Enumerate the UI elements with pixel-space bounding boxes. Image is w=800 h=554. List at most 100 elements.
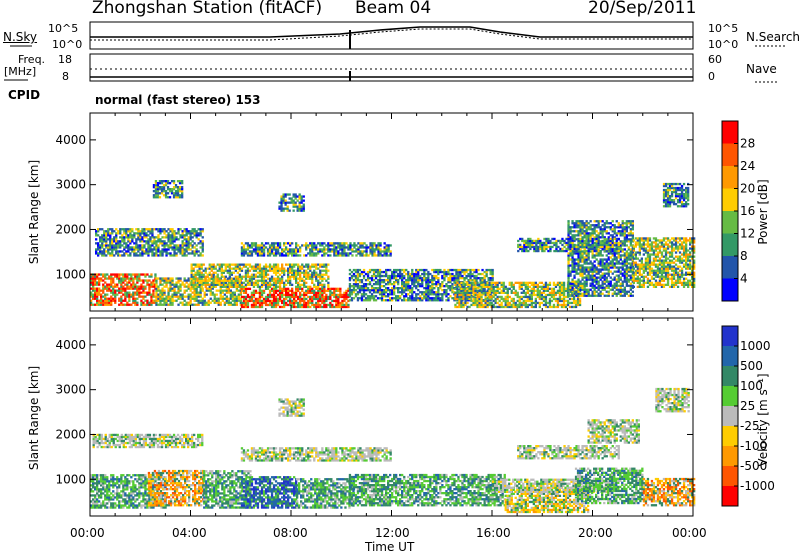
- scatter-cell: [454, 287, 457, 290]
- scatter-cell: [208, 265, 211, 268]
- scatter-cell: [143, 234, 146, 237]
- scatter-cell: [437, 297, 440, 300]
- scatter-cell: [360, 279, 364, 282]
- scatter-cell: [329, 297, 332, 301]
- scatter-cell: [327, 281, 330, 284]
- scatter-cell: [441, 285, 444, 288]
- scatter-cell: [235, 301, 238, 304]
- scatter-cell: [149, 232, 152, 235]
- scatter-cell: [621, 288, 624, 291]
- scatter-cell: [105, 232, 108, 235]
- scatter-cell: [399, 287, 402, 290]
- scatter-cell: [197, 291, 200, 294]
- scatter-cell: [492, 293, 495, 297]
- scatter-cell: [350, 297, 354, 300]
- scatter-cell: [109, 228, 112, 231]
- scatter-cell: [593, 224, 596, 227]
- scatter-cell: [173, 291, 176, 294]
- scatter-cell: [593, 278, 596, 281]
- scatter-cell: [126, 277, 129, 280]
- scatter-cell: [607, 242, 610, 245]
- scatter-cell: [319, 289, 322, 292]
- scatter-cell: [520, 297, 523, 301]
- scatter-cell: [270, 305, 274, 309]
- scatter-cell: [575, 284, 578, 287]
- scatter-cell: [97, 244, 100, 247]
- scatter-cell: [201, 240, 204, 243]
- scatter-cell: [274, 265, 278, 268]
- scatter-cell: [112, 277, 115, 280]
- scatter-cell: [374, 289, 378, 292]
- scatter-cell: [613, 254, 616, 257]
- scatter-cell: [258, 267, 262, 270]
- scatter-cell: [605, 220, 608, 223]
- scatter-cell: [197, 232, 200, 235]
- scatter-cell: [468, 295, 471, 299]
- scatter-cell: [585, 226, 588, 229]
- scatter-cell: [287, 277, 290, 280]
- scatter-cell: [173, 285, 176, 288]
- scatter-cell: [315, 303, 318, 307]
- scatter-cell: [347, 295, 350, 299]
- scatter-cell: [439, 268, 442, 272]
- scatter-cell: [278, 267, 282, 270]
- scatter-cell: [252, 244, 256, 247]
- scatter-cell: [278, 299, 282, 303]
- scatter-cell: [289, 299, 292, 303]
- scatter-cell: [227, 281, 230, 284]
- scatter-cell: [248, 263, 252, 266]
- scatter-cell: [337, 246, 340, 249]
- scatter-cell: [435, 277, 438, 280]
- scatter-cell: [534, 283, 537, 286]
- scatter-cell: [281, 305, 284, 309]
- scatter-cell: [587, 276, 590, 279]
- scatter-cell: [105, 242, 108, 245]
- scatter-cell: [92, 281, 95, 284]
- scatter-cell: [132, 279, 135, 282]
- scatter-cell: [137, 254, 140, 257]
- scatter-cell: [317, 285, 320, 288]
- scatter-cell: [175, 232, 178, 235]
- scatter-cell: [197, 250, 200, 253]
- scatter-cell: [171, 234, 174, 237]
- scatter-cell: [161, 242, 164, 245]
- scatter-cell: [617, 254, 620, 257]
- scatter-cell: [266, 269, 270, 272]
- scatter-cell: [556, 289, 560, 292]
- scatter-cell: [123, 254, 126, 257]
- scatter-cell: [357, 242, 360, 245]
- scatter-cell: [319, 275, 322, 278]
- scatter-cell: [351, 248, 354, 251]
- scatter-cell: [468, 289, 471, 292]
- scatter-cell: [526, 283, 529, 286]
- scatter-cell: [393, 268, 396, 272]
- scatter-cell: [157, 285, 160, 288]
- scatter-cell: [258, 295, 262, 299]
- scatter-cell: [141, 228, 144, 231]
- scatter-cell: [291, 271, 294, 274]
- scatter-cell: [276, 293, 280, 297]
- scatter-cell: [333, 242, 336, 245]
- scatter-cell: [449, 274, 452, 278]
- scatter-cell: [246, 252, 250, 255]
- scatter-cell: [110, 297, 113, 300]
- scatter-cell: [460, 287, 463, 290]
- scatter-cell: [595, 242, 598, 245]
- scatter-cell: [556, 291, 560, 294]
- scatter-cell: [256, 254, 260, 257]
- scatter-cell: [223, 297, 226, 300]
- scatter-cell: [262, 254, 266, 257]
- scatter-cell: [252, 242, 256, 245]
- scatter-cell: [148, 291, 151, 294]
- scatter-cell: [165, 244, 168, 247]
- scatter-cell: [215, 299, 218, 302]
- scatter-cell: [530, 301, 533, 305]
- scatter-cell: [484, 303, 487, 307]
- scatter-cell: [518, 303, 521, 307]
- scatter-cell: [407, 270, 410, 274]
- scatter-cell: [165, 248, 168, 251]
- scatter-cell: [478, 305, 481, 309]
- scatter-cell: [230, 283, 233, 286]
- scatter-cell: [587, 268, 590, 271]
- scatter-cell: [474, 299, 477, 303]
